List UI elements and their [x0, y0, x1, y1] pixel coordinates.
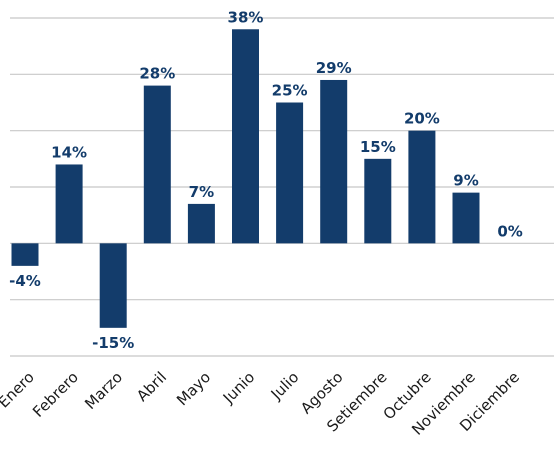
bar-abril	[143, 85, 171, 244]
data-label: 20%	[404, 110, 440, 128]
data-label: 14%	[51, 143, 87, 161]
bars	[11, 29, 480, 328]
bar-junio	[232, 29, 259, 244]
data-label: 29%	[316, 59, 352, 77]
x-tick-label: Abril	[133, 368, 170, 405]
data-labels: -4% 14% -15% 28% 7% 38% 25% 29% 15% 20% 9% 0%	[9, 8, 523, 352]
bar-marzo	[99, 243, 127, 328]
data-label: -15%	[92, 334, 134, 352]
data-label: 28%	[139, 65, 175, 83]
data-label: 0%	[497, 222, 522, 240]
data-label: 38%	[228, 8, 264, 26]
data-label: 25%	[272, 82, 308, 100]
x-tick-label: Febrero	[29, 368, 82, 421]
x-tick-label: Julio	[267, 368, 303, 404]
bar-enero	[11, 243, 39, 266]
bar-setiembre	[364, 158, 392, 244]
bar-noviembre	[452, 192, 480, 244]
data-label: -4%	[9, 272, 41, 290]
bar-mayo	[187, 203, 215, 244]
bar-agosto	[320, 79, 348, 244]
x-tick-label: Mayo	[173, 368, 214, 409]
x-tick-label: Marzo	[81, 368, 126, 413]
data-label: 15%	[360, 138, 396, 156]
bar-julio	[276, 102, 304, 244]
data-label: 9%	[453, 172, 478, 190]
x-tick-label: Junio	[219, 368, 258, 407]
bar-febrero	[55, 164, 83, 244]
bar-octubre	[408, 130, 436, 244]
data-label: 7%	[189, 183, 214, 201]
